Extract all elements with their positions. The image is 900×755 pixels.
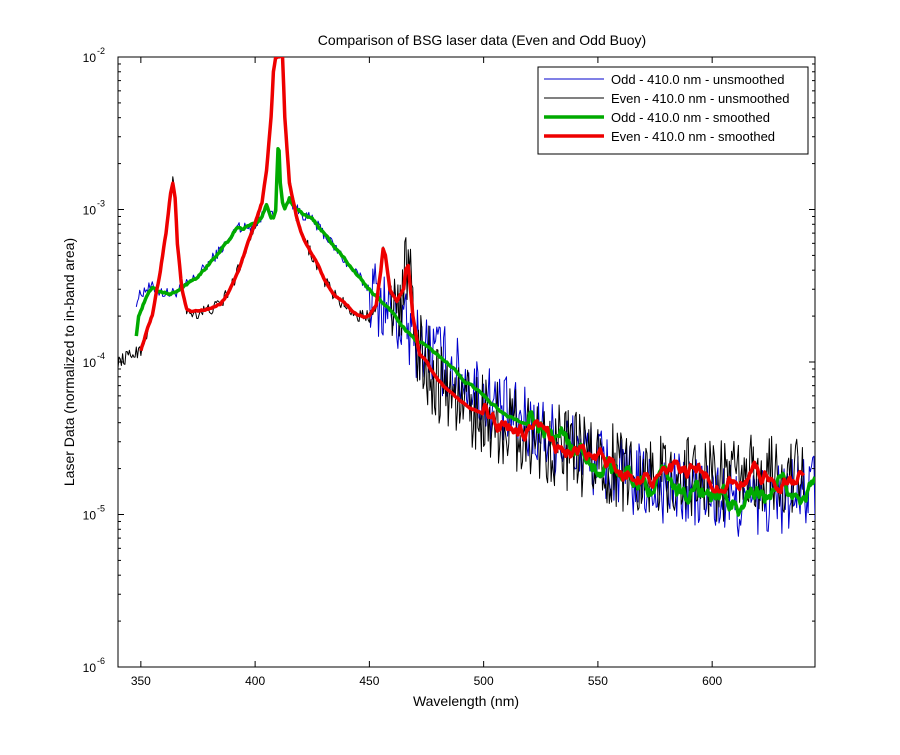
legend: Odd - 410.0 nm - unsmoothed Even - 410.0 … bbox=[537, 66, 809, 155]
legend-entry-label: Odd - 410.0 nm - smoothed bbox=[611, 110, 770, 125]
legend-entry-label: Even - 410.0 nm - unsmoothed bbox=[611, 91, 790, 106]
y-tick-exponent: -4 bbox=[97, 351, 105, 361]
plot-area bbox=[117, 56, 816, 668]
series-layer bbox=[118, 57, 815, 537]
chart-title: Comparison of BSG laser data (Even and O… bbox=[318, 32, 646, 48]
y-tick-label: 10 bbox=[83, 661, 97, 675]
legend-box bbox=[537, 66, 809, 155]
y-axis-label: Laser Data (normalized to in-band area) bbox=[61, 238, 77, 486]
legend-entry-label: Even - 410.0 nm - smoothed bbox=[611, 129, 775, 144]
series-line-1 bbox=[118, 57, 805, 522]
x-tick-label: 500 bbox=[474, 674, 494, 688]
y-tick-exponent: -2 bbox=[97, 46, 105, 56]
x-tick-label: 400 bbox=[245, 674, 265, 688]
x-tick-label: 600 bbox=[702, 674, 722, 688]
x-tick-label: 350 bbox=[131, 674, 151, 688]
y-tick-label: 10 bbox=[83, 51, 97, 65]
y-tick-label: 10 bbox=[83, 509, 97, 523]
y-tick-label: 10 bbox=[83, 356, 97, 370]
x-tick-label: 550 bbox=[588, 674, 608, 688]
y-tick-exponent: -3 bbox=[97, 199, 105, 209]
x-axis-label: Wavelength (nm) bbox=[413, 693, 519, 709]
series-line-3 bbox=[139, 57, 805, 495]
y-tick-exponent: -6 bbox=[97, 656, 105, 666]
series-line-2 bbox=[134, 147, 815, 517]
y-tick-exponent: -5 bbox=[97, 504, 105, 514]
y-tick-label: 10 bbox=[83, 204, 97, 218]
legend-entry-label: Odd - 410.0 nm - unsmoothed bbox=[611, 72, 784, 87]
x-tick-label: 450 bbox=[359, 674, 379, 688]
